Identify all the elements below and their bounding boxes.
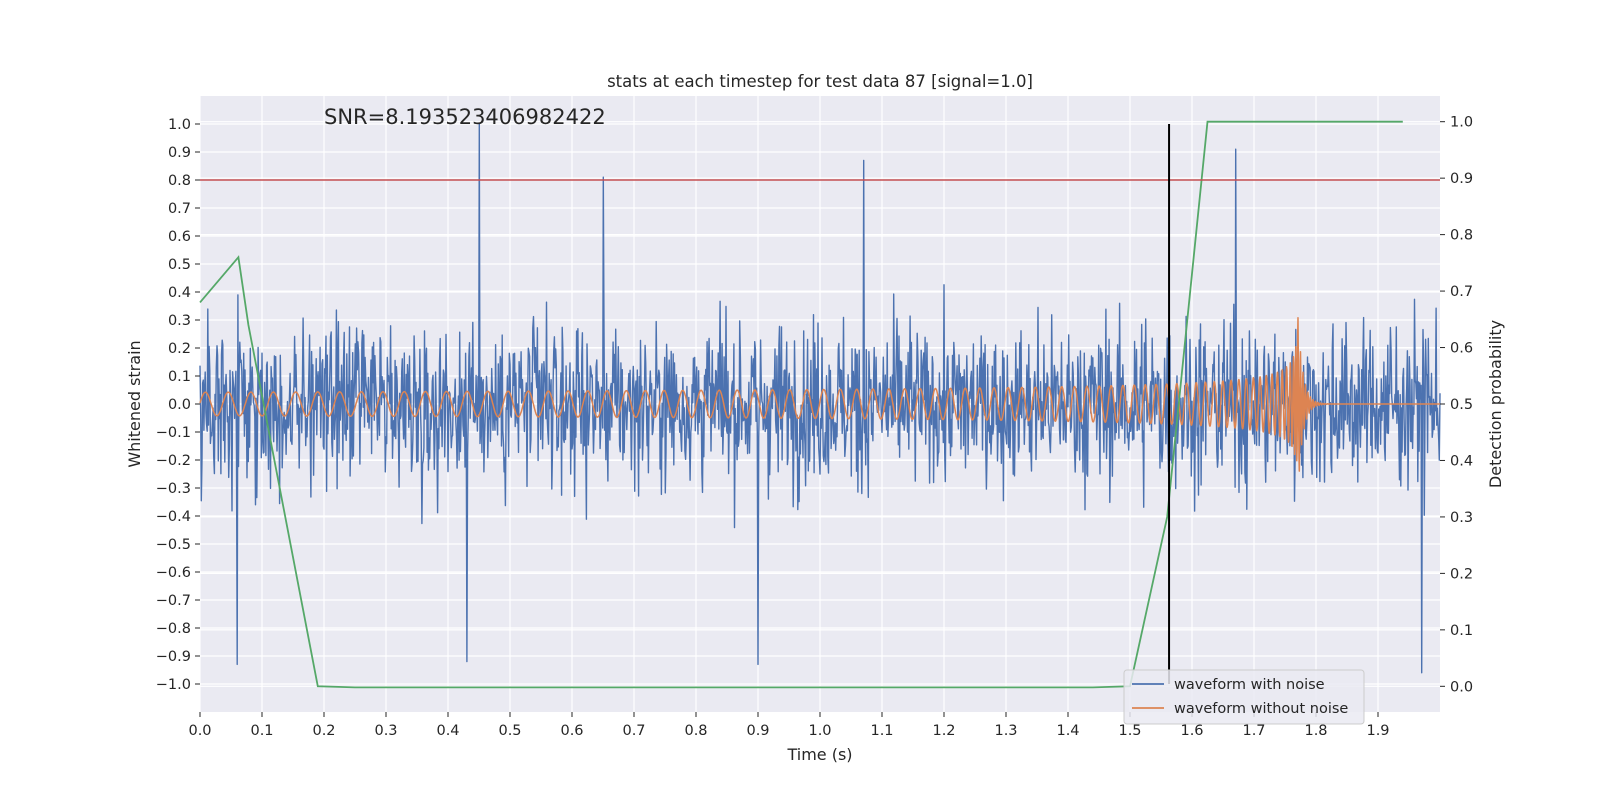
y-tick-label: −0.3 xyxy=(156,481,191,497)
y-tick-label: 0.9 xyxy=(168,145,191,161)
x-tick-label: 0.3 xyxy=(374,723,397,739)
x-tick-label: 1.5 xyxy=(1118,723,1141,739)
x-tick-label: 1.8 xyxy=(1304,723,1327,739)
y-tick-label: 0.3 xyxy=(168,313,191,329)
y2-tick-label: 0.0 xyxy=(1450,679,1473,695)
x-tick-label: 1.0 xyxy=(808,723,831,739)
y-tick-label: 0.5 xyxy=(168,257,191,273)
y-tick-label: −0.4 xyxy=(156,509,191,525)
x-tick-label: 0.1 xyxy=(250,723,273,739)
y2-tick-label: 0.3 xyxy=(1450,510,1473,526)
y-tick-label: 0.2 xyxy=(168,341,191,357)
y2-tick-label: 0.9 xyxy=(1450,171,1473,187)
x-tick-label: 0.6 xyxy=(560,723,583,739)
x-tick-label: 1.7 xyxy=(1242,723,1265,739)
x-tick-label: 0.9 xyxy=(746,723,769,739)
y-tick-label: 0.1 xyxy=(168,369,191,385)
y2-tick-label: 0.4 xyxy=(1450,453,1473,469)
y-tick-label: 0.7 xyxy=(168,201,191,217)
x-ticks: 0.0 0.1 0.2 0.3 0.4 0.5 0.6 0.7 0.8 0.9 1.0 1.1 1.2 1… xyxy=(188,712,1390,739)
y-tick-label: 0.4 xyxy=(168,285,191,301)
x-tick-label: 1.1 xyxy=(870,723,893,739)
y-tick-label: 1.0 xyxy=(168,117,191,133)
y-tick-label: −0.1 xyxy=(156,425,191,441)
legend: waveform with noise waveform without noi… xyxy=(1123,669,1365,725)
legend-label-noisy: waveform with noise xyxy=(1174,677,1325,693)
y-tick-label: −0.2 xyxy=(156,453,191,469)
y-axis-label: Whitened strain xyxy=(125,340,144,467)
noisy-waveform-line xyxy=(199,123,1441,674)
legend-label-clean: waveform without noise xyxy=(1174,701,1348,717)
y-tick-label: 0.0 xyxy=(168,397,191,413)
x-tick-label: 0.5 xyxy=(498,723,521,739)
y-ticks: 1.0 0.9 0.8 0.7 0.6 0.5 0.4 0.3 0.2 0.1 0.0 −0.1 −0.… xyxy=(156,117,200,693)
y-tick-label: −0.5 xyxy=(156,537,191,553)
x-tick-label: 1.9 xyxy=(1366,723,1389,739)
snr-annotation: SNR=8.193523406982422 xyxy=(324,105,606,129)
noisy-waveform-series xyxy=(199,123,1441,674)
clean-waveform-series xyxy=(199,317,1441,472)
y2-axis-label: Detection probability xyxy=(1486,320,1505,488)
y-tick-label: −0.9 xyxy=(156,649,191,665)
y2-ticks: 1.0 0.9 0.8 0.7 0.6 0.5 0.4 0.3 0.2 0.1 0.0 xyxy=(1440,115,1473,695)
y-tick-label: −0.6 xyxy=(156,565,191,581)
y2-tick-label: 0.7 xyxy=(1450,284,1473,300)
detection-probability-line xyxy=(199,120,1403,689)
y2-tick-label: 0.8 xyxy=(1450,228,1473,244)
x-tick-label: 1.6 xyxy=(1180,723,1203,739)
x-tick-label: 1.4 xyxy=(1056,723,1079,739)
y-tick-label: −1.0 xyxy=(156,677,191,693)
x-tick-label: 1.2 xyxy=(932,723,955,739)
y2-tick-label: 0.6 xyxy=(1450,341,1473,357)
x-tick-label: 0.2 xyxy=(312,723,335,739)
y2-tick-label: 0.1 xyxy=(1450,623,1473,639)
x-tick-label: 0.7 xyxy=(622,723,645,739)
y2-tick-label: 0.5 xyxy=(1450,397,1473,413)
x-tick-label: 0.0 xyxy=(188,723,211,739)
x-axis-label: Time (s) xyxy=(786,745,852,764)
detection-probability-series xyxy=(199,120,1403,689)
y-tick-label: 0.6 xyxy=(168,229,191,245)
x-tick-label: 0.4 xyxy=(436,723,459,739)
y-tick-label: −0.8 xyxy=(156,621,191,637)
y2-tick-label: 0.2 xyxy=(1450,566,1473,582)
chart-title: stats at each timestep for test data 87 … xyxy=(607,72,1033,91)
reference-lines xyxy=(200,124,1440,684)
y2-tick-label: 1.0 xyxy=(1450,115,1473,131)
legend-box xyxy=(1123,669,1365,725)
y-tick-label: −0.7 xyxy=(156,593,191,609)
y-tick-label: 0.8 xyxy=(168,173,191,189)
x-tick-label: 1.3 xyxy=(994,723,1017,739)
x-tick-label: 0.8 xyxy=(684,723,707,739)
clean-waveform-line xyxy=(199,317,1441,472)
